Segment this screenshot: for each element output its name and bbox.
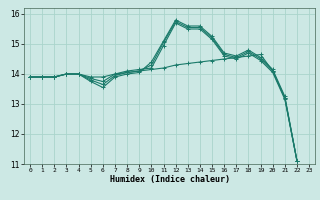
X-axis label: Humidex (Indice chaleur): Humidex (Indice chaleur): [109, 175, 230, 184]
